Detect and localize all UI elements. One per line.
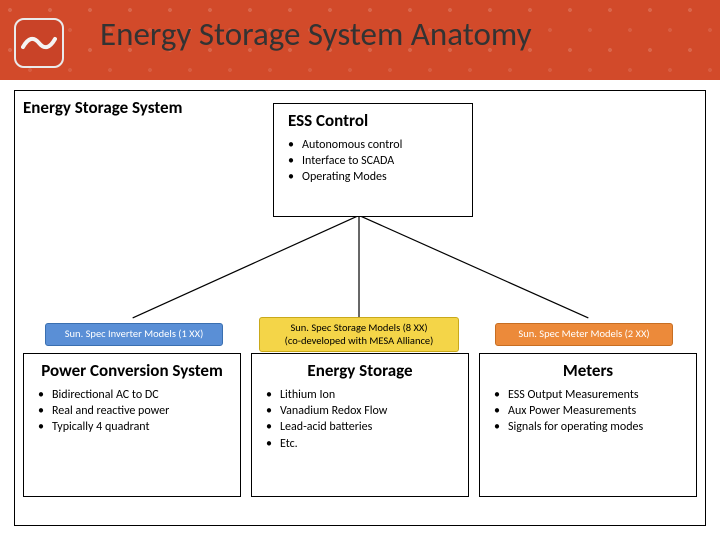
- list-item: Autonomous control: [292, 137, 466, 153]
- list-item: Interface to SCADA: [292, 153, 466, 169]
- meters-bullets: ESS Output Measurements Aux Power Measur…: [480, 383, 696, 442]
- storage-bullets: Lithium Ion Vanadium Redox Flow Lead-aci…: [252, 383, 468, 458]
- meters-title: Meters: [480, 354, 696, 383]
- ess-control-title: ESS Control: [274, 104, 472, 133]
- slide-title: Energy Storage System Anatomy: [100, 14, 532, 54]
- list-item: Real and reactive power: [42, 403, 234, 419]
- list-item: Lithium Ion: [270, 387, 462, 403]
- ess-control-block: ESS Control Autonomous control Interface…: [273, 103, 473, 217]
- meters-block: Meters ESS Output Measurements Aux Power…: [479, 353, 697, 497]
- list-item: ESS Output Measurements: [498, 387, 690, 403]
- list-item: Operating Modes: [292, 169, 466, 185]
- list-item: Signals for operating modes: [498, 419, 690, 435]
- list-item: Vanadium Redox Flow: [270, 403, 462, 419]
- list-item: Bidirectional AC to DC: [42, 387, 234, 403]
- meter-models-tag: Sun. Spec Meter Models (2 XX): [495, 323, 673, 346]
- storage-tag-line1: Sun. Spec Storage Models (8 XX): [290, 321, 427, 334]
- storage-title: Energy Storage: [252, 354, 468, 383]
- inverter-models-tag: Sun. Spec Inverter Models (1 XX): [45, 323, 223, 346]
- ess-control-bullets: Autonomous control Interface to SCADA Op…: [274, 133, 472, 192]
- storage-block: Energy Storage Lithium Ion Vanadium Redo…: [251, 353, 469, 497]
- list-item: Typically 4 quadrant: [42, 419, 234, 435]
- pcs-title: Power Conversion System: [24, 354, 240, 383]
- list-item: Aux Power Measurements: [498, 403, 690, 419]
- list-item: Etc.: [270, 436, 462, 452]
- storage-models-tag: Sun. Spec Storage Models (8 XX) (co-deve…: [259, 317, 459, 352]
- logo-icon: [14, 18, 64, 68]
- system-frame: Energy Storage System ESS Control Autono…: [14, 90, 706, 526]
- frame-title: Energy Storage System: [23, 97, 182, 118]
- list-item: Lead-acid batteries: [270, 419, 462, 435]
- pcs-bullets: Bidirectional AC to DC Real and reactive…: [24, 383, 240, 442]
- pcs-block: Power Conversion System Bidirectional AC…: [23, 353, 241, 497]
- storage-tag-line2: (co-developed with MESA Alliance): [285, 334, 434, 347]
